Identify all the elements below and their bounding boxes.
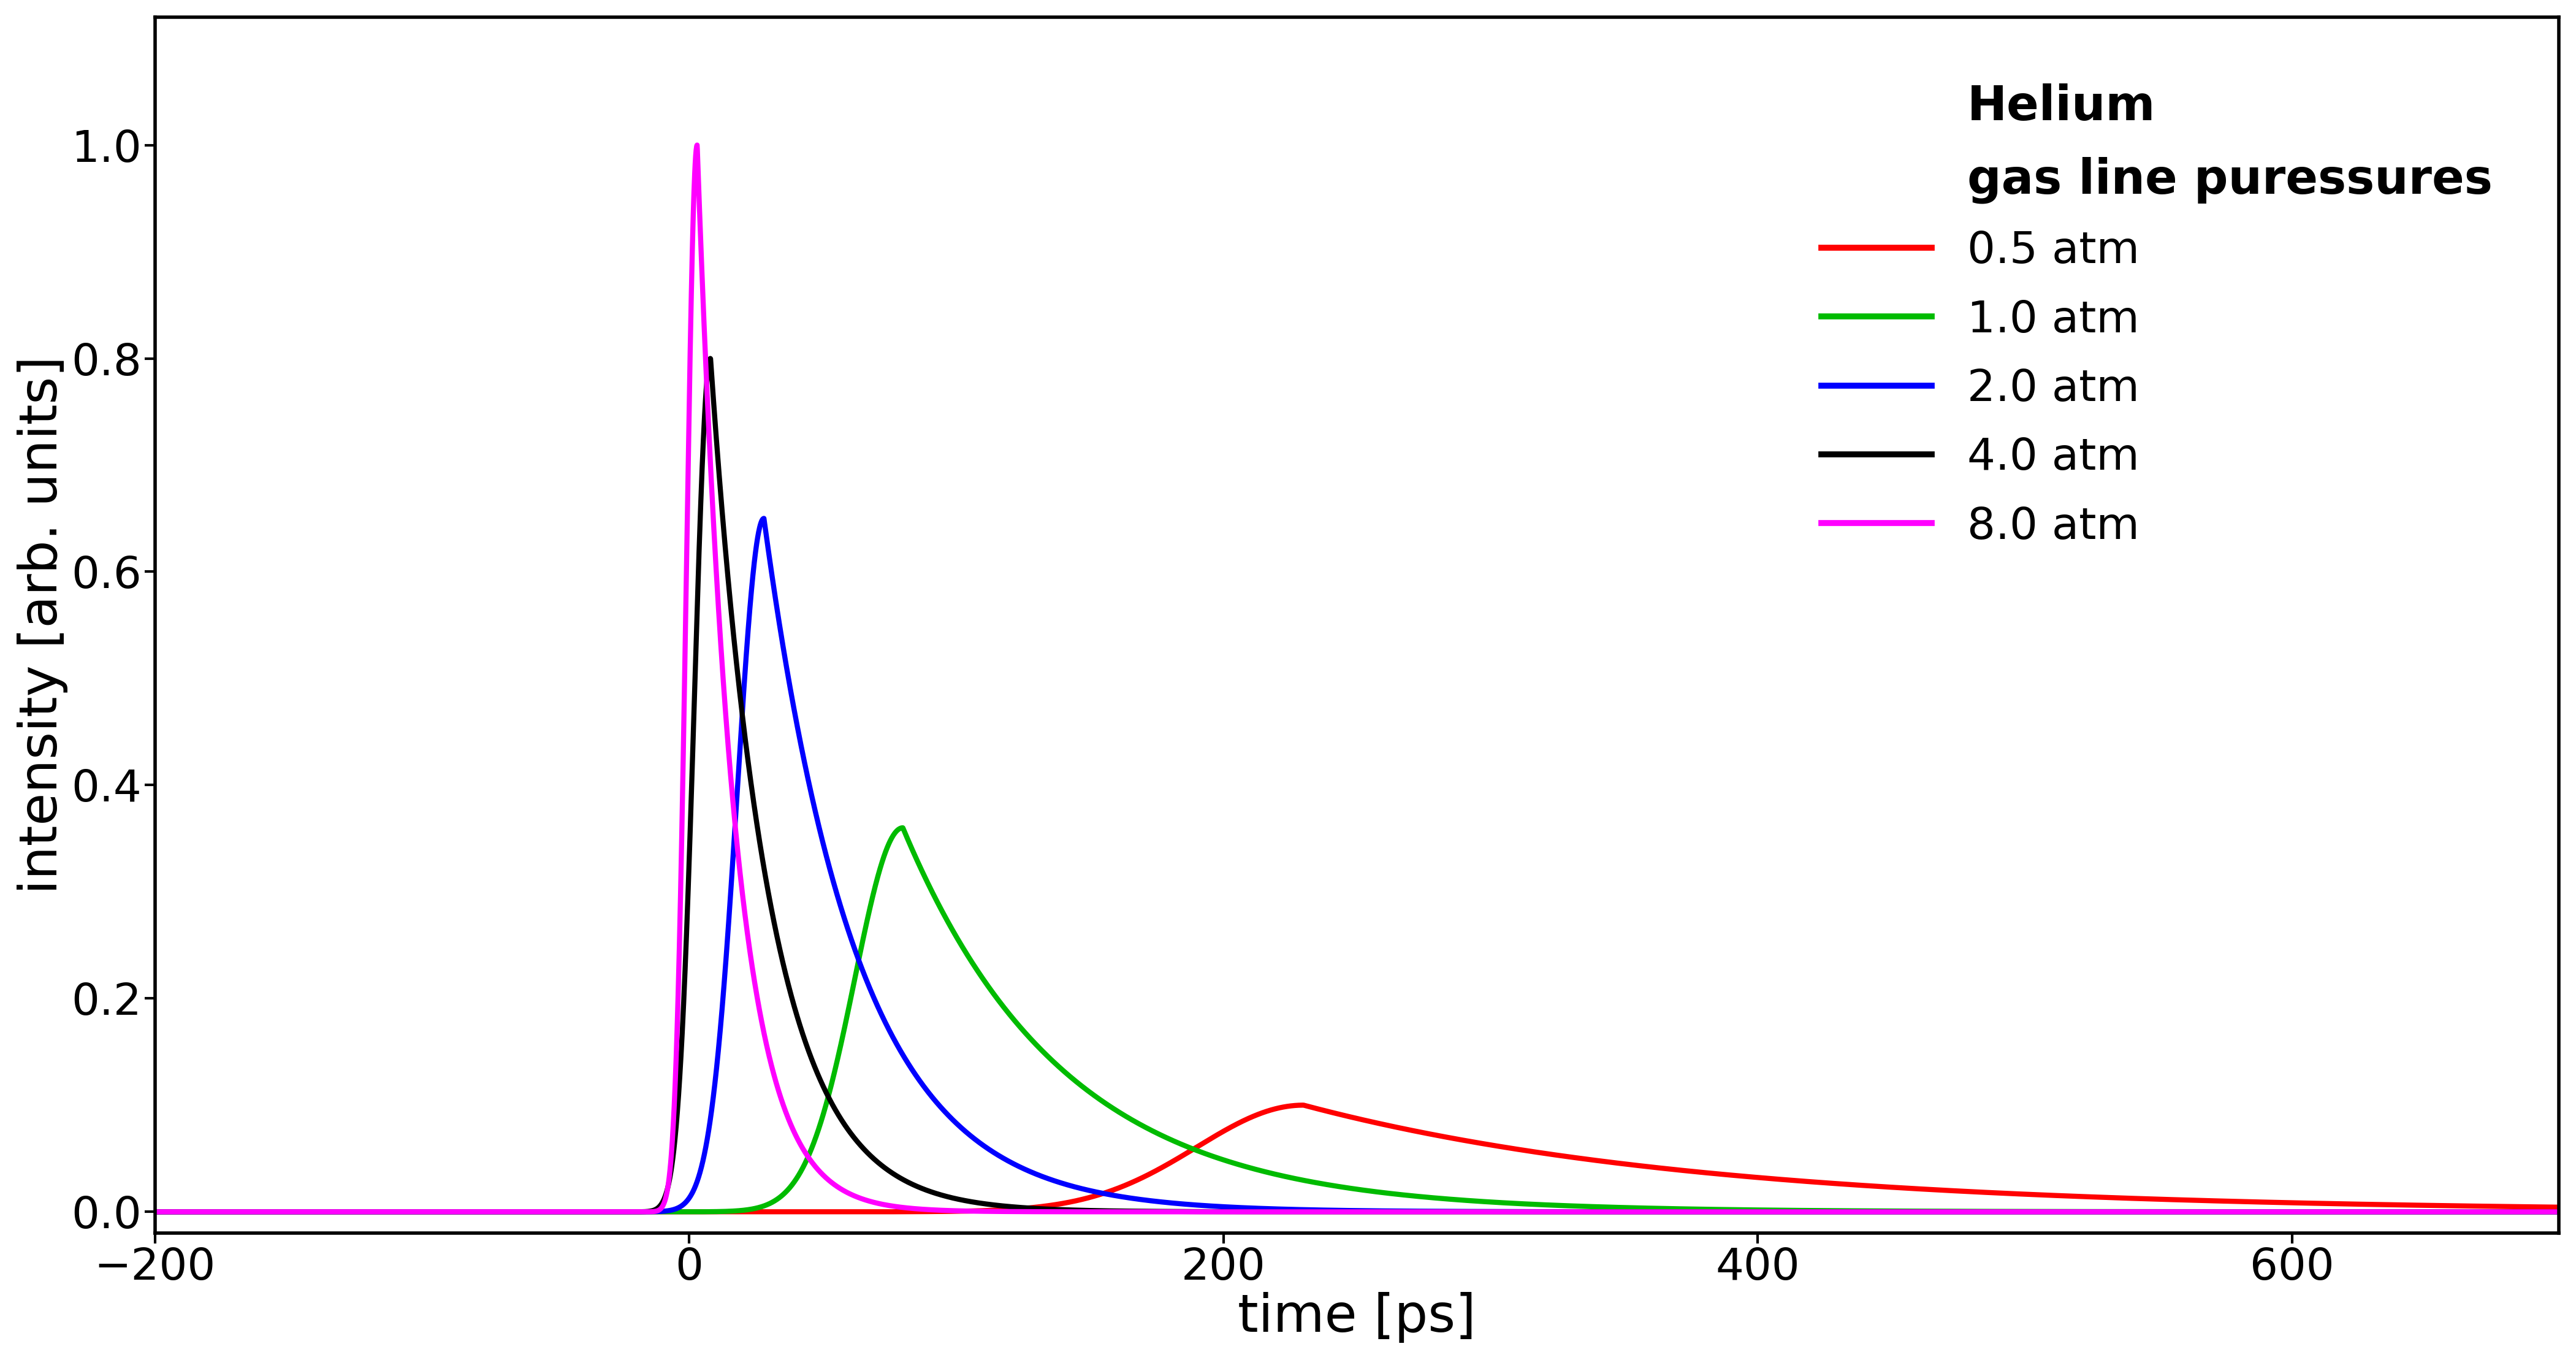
4.0 atm <box>283 1204 314 1220</box>
Legend: Helium, gas line puressures, 0.5 atm, 1.0 atm, 2.0 atm, 4.0 atm, 8.0 atm: Helium, gas line puressures, 0.5 atm, 1.… <box>1777 39 2537 592</box>
4.0 atm <box>1314 1204 1345 1220</box>
1.0 atm <box>611 1204 641 1220</box>
1.0 atm <box>2416 1204 2447 1220</box>
1.0 atm <box>240 1204 270 1220</box>
8.0 atm <box>1314 1204 1345 1220</box>
4.0 atm <box>2416 1204 2447 1220</box>
8.0 atm <box>2543 1204 2573 1220</box>
8.0 atm <box>139 1204 170 1220</box>
4.0 atm <box>2543 1204 2573 1220</box>
Line: 8.0 atm: 8.0 atm <box>155 146 2558 1212</box>
4.0 atm <box>149 1204 180 1220</box>
0.5 atm <box>240 1204 270 1220</box>
0.5 atm <box>2543 1200 2573 1216</box>
0.5 atm <box>283 1204 314 1220</box>
8.0 atm <box>240 1204 270 1220</box>
0.5 atm <box>611 1204 641 1220</box>
X-axis label: time [ps]: time [ps] <box>1239 1292 1476 1342</box>
2.0 atm <box>2416 1204 2447 1220</box>
8.0 atm <box>283 1204 314 1220</box>
2.0 atm <box>283 1204 314 1220</box>
8.0 atm <box>683 137 714 154</box>
2.0 atm <box>750 510 781 526</box>
Line: 1.0 atm: 1.0 atm <box>155 828 2558 1212</box>
1.0 atm <box>149 1204 180 1220</box>
0.5 atm <box>149 1204 180 1220</box>
0.5 atm <box>1314 1104 1345 1121</box>
2.0 atm <box>139 1204 170 1220</box>
8.0 atm <box>149 1204 180 1220</box>
2.0 atm <box>149 1204 180 1220</box>
8.0 atm <box>2416 1204 2447 1220</box>
1.0 atm <box>886 820 917 836</box>
4.0 atm <box>611 1204 641 1220</box>
Line: 2.0 atm: 2.0 atm <box>155 518 2558 1212</box>
2.0 atm <box>240 1204 270 1220</box>
2.0 atm <box>611 1204 641 1220</box>
2.0 atm <box>1314 1202 1345 1219</box>
Line: 4.0 atm: 4.0 atm <box>155 359 2558 1212</box>
4.0 atm <box>696 351 726 367</box>
0.5 atm <box>139 1204 170 1220</box>
1.0 atm <box>139 1204 170 1220</box>
4.0 atm <box>139 1204 170 1220</box>
1.0 atm <box>283 1204 314 1220</box>
4.0 atm <box>240 1204 270 1220</box>
1.0 atm <box>1314 1176 1345 1193</box>
Y-axis label: intensity [arb. units]: intensity [arb. units] <box>18 356 67 894</box>
2.0 atm <box>2543 1204 2573 1220</box>
1.0 atm <box>2543 1204 2573 1220</box>
Line: 0.5 atm: 0.5 atm <box>155 1106 2558 1212</box>
0.5 atm <box>1288 1098 1319 1114</box>
0.5 atm <box>2416 1197 2447 1213</box>
8.0 atm <box>611 1204 641 1220</box>
